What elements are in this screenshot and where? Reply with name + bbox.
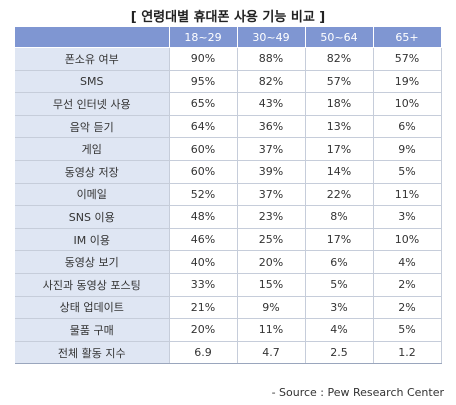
value-cell: 37% [237,182,306,207]
source-note: - Source : Pew Research Center [271,386,444,399]
header-corner [15,27,170,48]
value-cell: 90% [169,47,238,71]
row-label: 이메일 [15,182,170,207]
value-cell: 6.9 [169,340,238,365]
row-label: SNS 이용 [15,205,170,229]
value-cell: 33% [169,272,238,297]
row-label: 물품 구매 [15,318,170,342]
value-cell: 17% [305,137,374,161]
value-cell: 19% [373,69,442,94]
value-cell: 65% [169,92,238,116]
row-label: SMS [15,69,170,94]
row-label: IM 이용 [15,227,170,252]
table-title: [ 연령대별 휴대폰 사용 기능 비교 ] [130,10,326,25]
value-cell: 22% [305,182,374,207]
row-label: 음악 듣기 [15,114,170,139]
value-cell: 4.7 [237,340,306,365]
value-cell: 9% [373,137,442,161]
value-cell: 82% [305,47,374,71]
value-cell: 8% [305,205,374,229]
value-cell: 46% [169,227,238,252]
value-cell: 60% [169,137,238,161]
row-label: 폰소유 여부 [15,47,170,71]
row-label: 동영상 보기 [15,250,170,274]
value-cell: 10% [373,92,442,116]
value-cell: 20% [237,250,306,274]
value-cell: 23% [237,205,306,229]
value-cell: 48% [169,205,238,229]
value-cell: 2.5 [305,340,374,365]
header-50-64: 50~64 [305,27,374,48]
table-row: 폰소유 여부 90% 88% 82% 57% [15,47,442,71]
value-cell: 1.2 [373,340,442,365]
value-cell: 5% [305,272,374,297]
value-cell: 57% [305,69,374,94]
value-cell: 60% [169,159,238,184]
value-cell: 2% [373,272,442,297]
table-row: 상태 업데이트 21% 9% 3% 2% [15,295,442,320]
value-cell: 15% [237,272,306,297]
row-label: 게임 [15,137,170,161]
value-cell: 64% [169,114,238,139]
header-30-49: 30~49 [237,27,306,48]
row-label: 무선 인터넷 사용 [15,92,170,116]
value-cell: 6% [305,250,374,274]
table-row: 동영상 보기 40% 20% 6% 4% [15,250,442,274]
value-cell: 95% [169,69,238,94]
comparison-table: 18~29 30~49 50~64 65+ 폰소유 여부 90% 88% 82% 57%… [15,27,442,365]
table-row: 물품 구매 20% 11% 4% 5% [15,318,442,342]
row-label: 상태 업데이트 [15,295,170,320]
row-label: 전체 활동 지수 [15,340,170,365]
value-cell: 10% [373,227,442,252]
value-cell: 13% [305,114,374,139]
header-65-plus: 65+ [373,27,442,48]
table-row: 무선 인터넷 사용 65% 43% 18% 10% [15,92,442,116]
value-cell: 36% [237,114,306,139]
table-row: 음악 듣기 64% 36% 13% 6% [15,114,442,139]
value-cell: 40% [169,250,238,274]
table-row: 전체 활동 지수 6.9 4.7 2.5 1.2 [15,340,442,365]
value-cell: 2% [373,295,442,320]
value-cell: 57% [373,47,442,71]
value-cell: 88% [237,47,306,71]
value-cell: 9% [237,295,306,320]
table-row: SMS 95% 82% 57% 19% [15,69,442,94]
value-cell: 5% [373,318,442,342]
value-cell: 52% [169,182,238,207]
value-cell: 4% [373,250,442,274]
table-row: IM 이용 46% 25% 17% 10% [15,227,442,252]
value-cell: 17% [305,227,374,252]
table-row: 사진과 동영상 포스팅 33% 15% 5% 2% [15,272,442,297]
value-cell: 25% [237,227,306,252]
value-cell: 4% [305,318,374,342]
value-cell: 21% [169,295,238,320]
value-cell: 43% [237,92,306,116]
value-cell: 14% [305,159,374,184]
table-row: 동영상 저장 60% 39% 14% 5% [15,159,442,184]
value-cell: 37% [237,137,306,161]
value-cell: 11% [237,318,306,342]
value-cell: 3% [373,205,442,229]
value-cell: 3% [305,295,374,320]
header-row: 18~29 30~49 50~64 65+ [15,27,442,48]
table-row: SNS 이용 48% 23% 8% 3% [15,205,442,229]
value-cell: 18% [305,92,374,116]
value-cell: 82% [237,69,306,94]
row-label: 동영상 저장 [15,159,170,184]
header-18-29: 18~29 [169,27,238,48]
table-row: 게임 60% 37% 17% 9% [15,137,442,161]
table-body: 폰소유 여부 90% 88% 82% 57% SMS 95% 82% 57% 19% 무선 인터넷 … [15,47,442,365]
value-cell: 20% [169,318,238,342]
value-cell: 6% [373,114,442,139]
value-cell: 11% [373,182,442,207]
value-cell: 39% [237,159,306,184]
table-row: 이메일 52% 37% 22% 11% [15,182,442,207]
row-label: 사진과 동영상 포스팅 [15,272,170,297]
value-cell: 5% [373,159,442,184]
